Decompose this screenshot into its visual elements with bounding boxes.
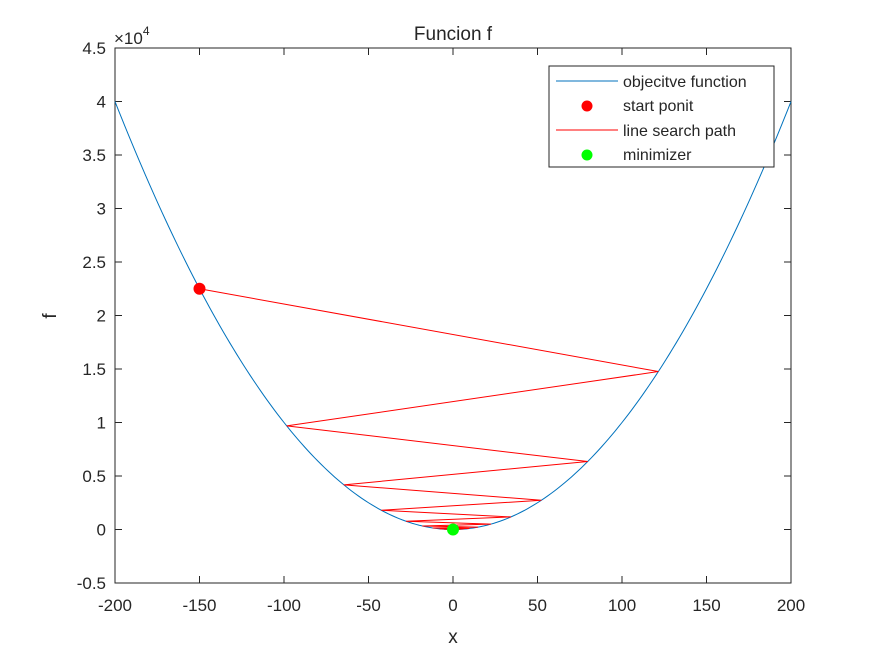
x-axis-ticks: -200 -150 -100 -50 0 50 100 150 200 bbox=[98, 48, 805, 615]
x-tick-label: 100 bbox=[608, 596, 636, 615]
legend-label-path: line search path bbox=[623, 123, 736, 140]
x-tick-label: 0 bbox=[448, 596, 457, 615]
y-tick-label: 3.5 bbox=[82, 146, 106, 165]
y-tick-label: 2 bbox=[97, 307, 106, 326]
x-tick-label: -200 bbox=[98, 596, 132, 615]
chart-title: Funcion f bbox=[414, 24, 493, 45]
y-axis-ticks: -0.5 0 0.5 1 1.5 2 2.5 3 3.5 4 4.5 bbox=[77, 39, 791, 593]
x-tick-label: 50 bbox=[528, 596, 547, 615]
legend-minimizer-marker bbox=[581, 149, 593, 161]
legend-label-objective: objecitve function bbox=[623, 74, 747, 91]
exponent-base: ×10 bbox=[114, 29, 143, 48]
legend: objecitve function start ponit line sear… bbox=[548, 65, 775, 168]
x-tick-label: -100 bbox=[267, 596, 301, 615]
y-axis-label: f bbox=[40, 313, 61, 319]
y-tick-label: 4 bbox=[97, 93, 106, 112]
exponent-power: 4 bbox=[143, 24, 150, 38]
y-tick-label: 2.5 bbox=[82, 253, 106, 272]
x-tick-label: 150 bbox=[692, 596, 720, 615]
y-tick-label: 3 bbox=[97, 200, 106, 219]
x-axis-label: x bbox=[448, 627, 458, 648]
y-axis-exponent: ×104 bbox=[114, 24, 150, 48]
y-tick-label: 1.5 bbox=[82, 360, 106, 379]
legend-label-start: start ponit bbox=[623, 98, 694, 115]
plot-series bbox=[114, 101, 792, 536]
minimizer-marker bbox=[447, 523, 459, 536]
x-tick-label: -50 bbox=[356, 596, 381, 615]
legend-label-minimizer: minimizer bbox=[623, 147, 692, 164]
x-tick-label: 200 bbox=[777, 596, 805, 615]
y-tick-label: 4.5 bbox=[82, 39, 106, 58]
start-point-marker bbox=[193, 282, 206, 295]
y-tick-label: 0.5 bbox=[82, 467, 106, 486]
y-tick-label: 1 bbox=[97, 414, 106, 433]
legend-start-marker bbox=[581, 100, 593, 112]
x-tick-label: -150 bbox=[182, 596, 216, 615]
y-tick-label: 0 bbox=[97, 521, 106, 540]
y-tick-label: -0.5 bbox=[77, 574, 106, 593]
